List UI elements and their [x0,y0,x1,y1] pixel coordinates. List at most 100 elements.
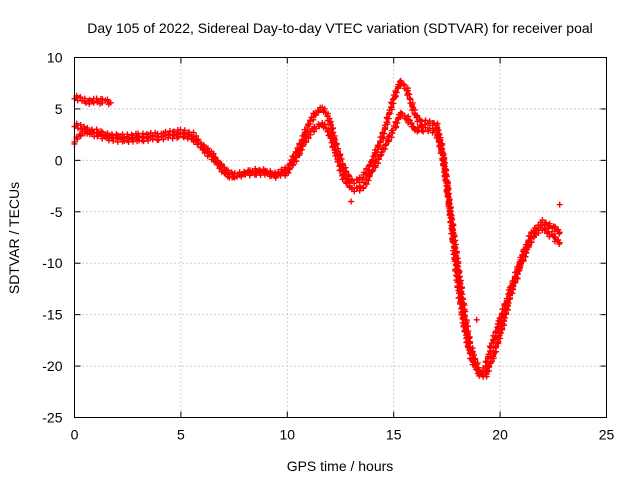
track-c-point [324,128,331,135]
y-tick-label: 0 [55,152,63,168]
track-c-point [344,179,351,186]
track-c-point [285,169,292,176]
track-c-point [366,173,373,180]
track-c-point [289,162,296,169]
y-tick-label: -10 [42,255,62,271]
track-b-point [315,109,322,116]
y-tick-label: -15 [42,307,62,323]
track-a-point [104,96,111,103]
track-b-point [375,142,382,149]
outlier-point [556,201,563,208]
track-c-point [453,248,460,255]
track-c-point [456,273,463,280]
chart-title: Day 105 of 2022, Sidereal Day-to-day VTE… [87,20,593,36]
track-c-point [450,222,457,229]
track-a-point [77,94,84,101]
track-c-point [510,283,517,290]
track-c-point [556,239,563,246]
track-b-point [426,118,433,125]
track-c-point [145,137,152,144]
track-c-point [498,326,505,333]
track-c-point [360,184,367,191]
track-c-point [381,146,388,153]
plot-frame [74,57,607,418]
track-c-point [514,271,521,278]
track-c-point [461,312,468,319]
grid-lines [74,57,607,418]
track-c-point [104,133,111,140]
x-axis-label: GPS time / hours [287,458,394,474]
track-c-point [446,210,453,217]
track-c-point [327,134,334,141]
outlier-point [348,198,355,205]
track-c-point [351,188,358,195]
x-tick-label: 5 [177,427,185,443]
track-c-point [200,145,207,152]
track-c-point [171,132,178,139]
track-c-point [541,225,548,232]
track-c-point [459,296,466,303]
track-c-point [180,134,187,141]
y-tick-label: -5 [50,204,63,220]
track-c-point [492,344,499,351]
track-c-point [545,228,552,235]
track-b-point [556,229,563,236]
track-c-point [165,134,172,141]
track-c-point [487,360,494,367]
track-c-point [502,311,509,318]
track-b-point [419,118,426,125]
track-c-point [377,152,384,159]
outlier-point [97,100,104,107]
track-c-point [252,167,259,174]
track-c-point [228,169,235,176]
y-axis-label: SDTVAR / TECUs [6,182,22,294]
track-c-point [298,146,305,153]
track-c-point [517,262,524,269]
track-c-point [394,120,401,127]
x-tick-label: 10 [280,427,296,443]
track-c-point [471,355,478,362]
track-c-point [476,366,483,373]
track-c-point [411,125,418,132]
track-c-point [451,244,458,251]
y-tick-label: 10 [47,50,63,66]
track-c-point [214,160,221,167]
track-c-point [303,139,310,146]
track-b-point [542,219,549,226]
track-c-point [511,279,518,286]
y-tick-label: -25 [42,410,62,426]
track-b-point [343,168,350,175]
track-c-point [451,232,458,239]
track-a-point [81,95,88,102]
track-c-point [445,187,452,194]
track-c-point [375,155,382,162]
track-c-point [181,131,188,138]
track-c-point [110,137,117,144]
x-tick-label: 25 [599,427,615,443]
track-c-point [166,131,173,138]
track-b-point [321,105,328,112]
y-tick-label: -20 [42,358,62,374]
track-c-point [330,138,337,145]
track-c-point [365,177,372,184]
track-c-point [440,160,447,167]
track-c-point [539,222,546,229]
data-points [71,77,563,380]
track-b-point [326,115,333,122]
track-c-point [264,170,271,177]
track-b-point [393,89,400,96]
track-c-point [286,166,293,173]
track-c-point [442,176,449,183]
track-c-point [77,132,84,139]
track-c-point [439,149,446,156]
track-c-point [84,127,91,134]
track-b-point [377,139,384,146]
track-c-point [486,364,493,371]
x-tick-label: 20 [492,427,508,443]
track-b-point [312,112,319,119]
track-c-point [466,334,473,341]
track-b-point [406,95,413,102]
track-c-point [160,136,167,143]
track-c-point [299,143,306,150]
